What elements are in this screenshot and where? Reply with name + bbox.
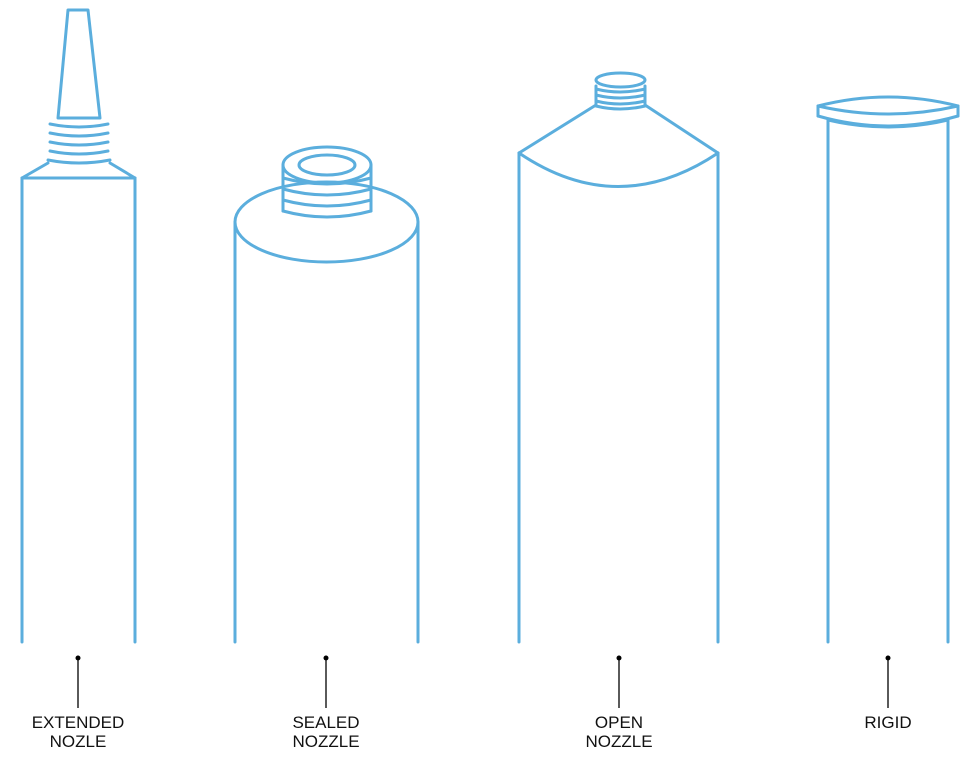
label-open-nozzle: OPEN NOZZLE <box>539 713 699 751</box>
rigid-tube <box>816 95 960 644</box>
label-extended-nozle: EXTENDED NOZLE <box>0 713 158 751</box>
open-nozzle-tube <box>517 71 720 644</box>
extended-nozzle-tube <box>20 8 137 644</box>
leader-rigid <box>885 655 891 708</box>
label-sealed-nozzle-line2: NOZZLE <box>292 732 360 751</box>
label-extended-nozle-line2: NOZLE <box>49 732 107 751</box>
label-sealed-nozzle: SEALED NOZZLE <box>246 713 406 751</box>
label-rigid-line1: RIGID <box>864 713 912 732</box>
leader-extended-nozle <box>75 655 81 708</box>
label-open-nozzle-line2: NOZZLE <box>585 732 653 751</box>
leader-sealed-nozzle <box>323 655 329 708</box>
label-open-nozzle-line1: OPEN <box>594 713 644 732</box>
label-rigid: RIGID <box>808 713 960 732</box>
leader-open-nozzle <box>616 655 622 708</box>
label-sealed-nozzle-line1: SEALED <box>292 713 360 732</box>
sealed-nozzle-tube <box>233 145 420 644</box>
label-extended-nozle-line1: EXTENDED <box>31 713 125 732</box>
